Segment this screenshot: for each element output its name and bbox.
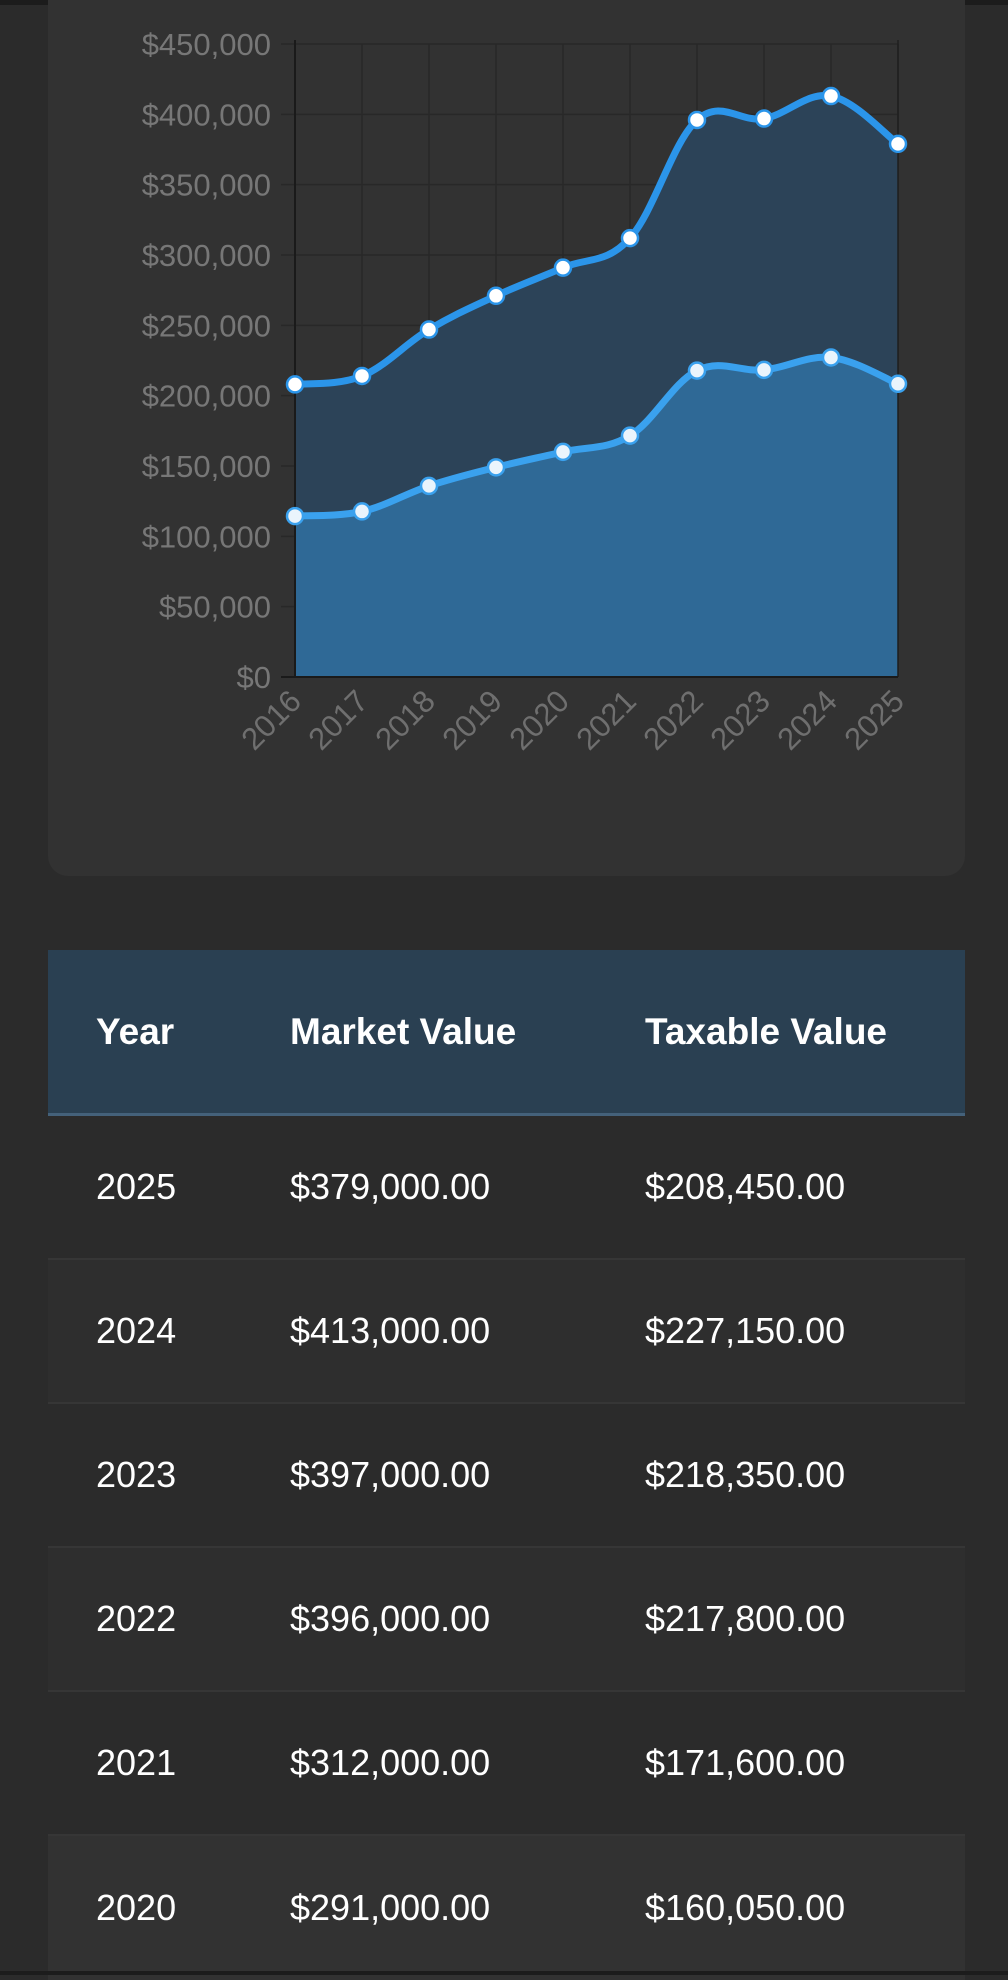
market-value-point (754, 109, 774, 128)
x-tick-label: 2018 (368, 683, 442, 757)
value-history-chart-card: $0 $50,000 $100,000 $150,000 $200,000 $250,00… (48, 0, 965, 876)
table-row: 2024 $413,000.00 $227,150.00 (48, 1260, 965, 1404)
cell-market-value: $396,000.00 (290, 1598, 491, 1639)
taxable-value-point (419, 476, 439, 496)
header-taxable-value[interactable]: Taxable Value (645, 1010, 887, 1052)
market-value-point (888, 134, 908, 154)
taxable-value-point (285, 506, 305, 526)
taxable-value-point (754, 360, 774, 380)
x-tick-label: 2023 (703, 683, 777, 757)
cell-market-value: $379,000.00 (290, 1166, 491, 1207)
value-history-table: Year Market Value Taxable Value 2025 $37… (48, 950, 965, 1980)
taxable-value-point (553, 442, 573, 462)
cell-year: 2024 (96, 1310, 177, 1351)
x-tick-label: 2024 (770, 683, 844, 757)
table-row: 2020 $291,000.00 $160,050.00 (48, 1836, 965, 1980)
cell-taxable-value: $218,350.00 (645, 1454, 846, 1495)
cell-taxable-value: $171,600.00 (645, 1742, 846, 1783)
cell-market-value: $291,000.00 (290, 1887, 491, 1928)
table-row: 2023 $397,000.00 $218,350.00 (48, 1404, 965, 1548)
cell-year: 2021 (96, 1742, 177, 1783)
y-tick-label: $0 (237, 660, 271, 695)
taxable-value-point (486, 458, 506, 477)
table-row: 2022 $396,000.00 $217,800.00 (48, 1548, 965, 1692)
taxable-value-point (687, 361, 707, 380)
bottom-edge (0, 1971, 1008, 1975)
cell-market-value: $312,000.00 (290, 1742, 491, 1783)
y-tick-label: $450,000 (142, 27, 271, 62)
cell-market-value: $413,000.00 (290, 1310, 491, 1351)
market-value-point (419, 320, 439, 339)
cell-year: 2025 (96, 1166, 177, 1207)
y-tick-label: $250,000 (142, 308, 271, 343)
y-tick-label: $300,000 (142, 238, 271, 273)
market-value-point (553, 258, 573, 277)
x-tick-label: 2025 (837, 683, 911, 757)
cell-market-value: $397,000.00 (290, 1454, 491, 1495)
taxable-value-point (352, 502, 372, 521)
header-market-value[interactable]: Market Value (290, 1010, 517, 1052)
y-tick-label: $400,000 (142, 97, 271, 132)
y-tick-label: $200,000 (142, 379, 271, 414)
market-value-point (821, 86, 841, 106)
table-row: 2021 $312,000.00 $171,600.00 (48, 1692, 965, 1836)
cell-year: 2020 (96, 1887, 177, 1928)
table-row: 2025 $379,000.00 $208,450.00 (48, 1116, 965, 1260)
market-value-line (294, 91, 901, 388)
x-tick-label: 2020 (502, 683, 576, 757)
market-value-point (352, 366, 372, 386)
cell-year: 2022 (96, 1598, 177, 1639)
taxable-value-area (295, 357, 898, 677)
taxable-value-point (821, 348, 841, 367)
x-tick-label: 2021 (569, 683, 643, 757)
y-tick-label: $50,000 (159, 590, 271, 625)
y-tick-label: $350,000 (142, 168, 271, 203)
market-value-point (285, 375, 305, 394)
x-tick-label: 2019 (435, 683, 509, 757)
value-history-chart: $0 $50,000 $100,000 $150,000 $200,000 $250,00… (142, 27, 911, 757)
cell-taxable-value: $217,800.00 (645, 1598, 846, 1639)
x-tick-label: 2022 (636, 683, 710, 757)
cell-taxable-value: $227,150.00 (645, 1310, 846, 1351)
cell-taxable-value: $208,450.00 (645, 1166, 846, 1207)
taxable-value-point (620, 426, 640, 445)
header-year[interactable]: Year (96, 1010, 175, 1052)
y-tick-label: $150,000 (142, 449, 271, 484)
market-value-point (620, 228, 640, 248)
taxable-value-point (888, 374, 908, 394)
market-value-point (687, 110, 707, 130)
cell-year: 2023 (96, 1454, 177, 1495)
y-tick-label: $100,000 (142, 519, 271, 554)
table-header: Year Market Value Taxable Value (48, 950, 965, 1116)
market-value-point (486, 286, 506, 306)
cell-taxable-value: $160,050.00 (645, 1887, 846, 1928)
x-tick-label: 2017 (301, 683, 375, 757)
taxable-value-line (294, 353, 900, 520)
